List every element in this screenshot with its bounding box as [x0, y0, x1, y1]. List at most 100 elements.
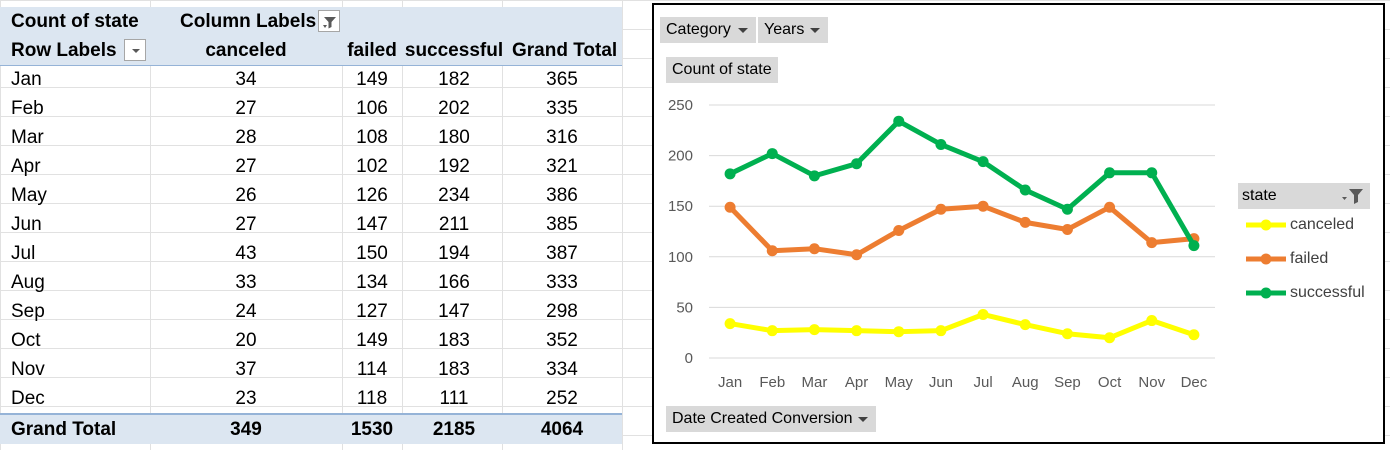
- column-header-canceled[interactable]: canceled: [205, 40, 287, 61]
- cell-canceled[interactable]: 26: [235, 185, 257, 206]
- cell-total[interactable]: 298: [546, 301, 578, 322]
- cell-canceled[interactable]: 20: [235, 330, 257, 351]
- data-point-failed[interactable]: [766, 245, 778, 257]
- cell-total[interactable]: 321: [546, 156, 578, 177]
- cell-total[interactable]: 365: [546, 69, 578, 90]
- value-field-button[interactable]: Count of state: [666, 57, 778, 83]
- cell-canceled[interactable]: 27: [235, 214, 257, 235]
- cell-total[interactable]: 334: [546, 359, 578, 380]
- cell-canceled[interactable]: 33: [235, 272, 257, 293]
- cell-failed[interactable]: 118: [356, 388, 388, 409]
- cell-total[interactable]: 352: [546, 330, 578, 351]
- legend-field-button[interactable]: state: [1238, 183, 1370, 209]
- cell-canceled[interactable]: 28: [235, 127, 257, 148]
- cell-successful[interactable]: 202: [438, 98, 470, 119]
- cell-failed[interactable]: 149: [356, 69, 388, 90]
- grand-total-canceled[interactable]: 349: [230, 419, 262, 440]
- cell-total[interactable]: 316: [546, 127, 578, 148]
- cell-total[interactable]: 333: [546, 272, 578, 293]
- cell-successful[interactable]: 166: [438, 272, 470, 293]
- data-point-failed[interactable]: [935, 203, 947, 215]
- data-point-successful[interactable]: [1104, 167, 1116, 179]
- cell-total[interactable]: 335: [546, 98, 578, 119]
- data-point-successful[interactable]: [808, 170, 820, 182]
- data-point-successful[interactable]: [851, 158, 863, 170]
- cell-successful[interactable]: 180: [438, 127, 470, 148]
- data-point-successful[interactable]: [935, 138, 947, 150]
- cell-failed[interactable]: 126: [356, 185, 388, 206]
- grand-total-successful[interactable]: 2185: [432, 419, 476, 440]
- data-point-successful[interactable]: [893, 115, 905, 127]
- data-point-canceled[interactable]: [1104, 332, 1116, 344]
- row-label[interactable]: Mar: [11, 127, 44, 148]
- data-point-canceled[interactable]: [724, 318, 736, 330]
- cell-total[interactable]: 386: [546, 185, 578, 206]
- cell-failed[interactable]: 149: [356, 330, 388, 351]
- column-labels-header[interactable]: Column Labels: [180, 11, 317, 32]
- cell-total[interactable]: 387: [546, 243, 578, 264]
- pivot-corner-label[interactable]: Count of state: [11, 11, 139, 32]
- grand-total-overall[interactable]: 4064: [540, 419, 584, 440]
- cell-successful[interactable]: 111: [439, 388, 469, 409]
- data-point-failed[interactable]: [893, 224, 905, 236]
- cell-failed[interactable]: 102: [356, 156, 388, 177]
- row-label[interactable]: Dec: [11, 388, 45, 409]
- cell-successful[interactable]: 211: [438, 214, 470, 235]
- cell-total[interactable]: 252: [546, 388, 578, 409]
- cell-canceled[interactable]: 34: [235, 69, 257, 90]
- cell-successful[interactable]: 194: [438, 243, 470, 264]
- cell-canceled[interactable]: 37: [235, 359, 257, 380]
- row-label[interactable]: Jan: [11, 69, 42, 90]
- category-field-button[interactable]: Category: [660, 17, 756, 43]
- series-line-canceled[interactable]: [729, 311, 1195, 341]
- cell-failed[interactable]: 127: [356, 301, 388, 322]
- series-line-failed[interactable]: [728, 203, 1195, 258]
- data-point-failed[interactable]: [1146, 237, 1158, 249]
- data-point-successful[interactable]: [977, 156, 989, 168]
- column-filter-button[interactable]: [318, 10, 340, 32]
- row-dropdown-button[interactable]: [124, 39, 146, 61]
- data-point-failed[interactable]: [1061, 223, 1073, 235]
- data-point-failed[interactable]: [724, 201, 736, 213]
- data-point-canceled[interactable]: [851, 325, 863, 337]
- series-line-successful[interactable]: [729, 118, 1197, 247]
- data-point-failed[interactable]: [808, 243, 820, 255]
- data-point-canceled[interactable]: [893, 326, 905, 338]
- data-point-successful[interactable]: [1019, 184, 1031, 196]
- grand-total-label[interactable]: Grand Total: [11, 419, 117, 440]
- cell-successful[interactable]: 183: [438, 359, 470, 380]
- data-point-canceled[interactable]: [1019, 319, 1031, 331]
- cell-failed[interactable]: 114: [356, 359, 388, 380]
- cell-canceled[interactable]: 23: [235, 388, 257, 409]
- data-point-failed[interactable]: [977, 200, 989, 212]
- data-point-successful[interactable]: [766, 148, 778, 160]
- column-header-successful[interactable]: successful: [404, 40, 504, 61]
- data-point-successful[interactable]: [1146, 167, 1158, 179]
- data-point-failed[interactable]: [1104, 201, 1116, 213]
- row-labels-header[interactable]: Row Labels: [11, 40, 117, 61]
- cell-successful[interactable]: 183: [438, 330, 470, 351]
- cell-successful[interactable]: 192: [438, 156, 470, 177]
- data-point-failed[interactable]: [1019, 216, 1031, 228]
- row-label[interactable]: Feb: [11, 98, 44, 119]
- column-header-grand-total[interactable]: Grand Total: [512, 40, 618, 61]
- data-point-canceled[interactable]: [1061, 328, 1073, 340]
- years-field-button[interactable]: Years: [758, 17, 828, 43]
- axis-field-button[interactable]: Date Created Conversion: [666, 406, 876, 432]
- cell-total[interactable]: 385: [546, 214, 578, 235]
- data-point-canceled[interactable]: [935, 325, 947, 337]
- cell-canceled[interactable]: 24: [235, 301, 257, 322]
- data-point-successful[interactable]: [1188, 240, 1200, 252]
- cell-canceled[interactable]: 43: [235, 243, 257, 264]
- data-point-failed[interactable]: [851, 249, 863, 261]
- data-point-successful[interactable]: [1061, 203, 1073, 215]
- data-point-successful[interactable]: [724, 168, 736, 180]
- row-label[interactable]: Apr: [11, 156, 41, 177]
- cell-successful[interactable]: 182: [438, 69, 470, 90]
- cell-failed[interactable]: 108: [356, 127, 388, 148]
- column-header-failed[interactable]: failed: [347, 40, 397, 61]
- data-point-canceled[interactable]: [1146, 315, 1158, 327]
- cell-failed[interactable]: 147: [356, 214, 388, 235]
- cell-failed[interactable]: 150: [356, 243, 388, 264]
- cell-canceled[interactable]: 27: [235, 156, 257, 177]
